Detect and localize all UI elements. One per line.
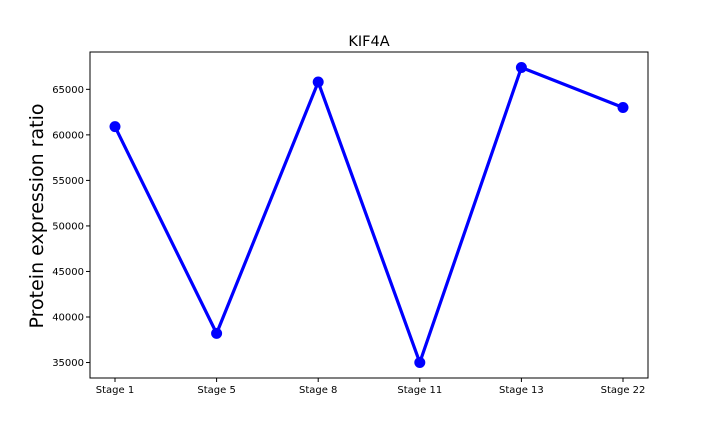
y-tick-label: 60000 (52, 130, 84, 141)
data-point (515, 61, 527, 73)
data-point (312, 76, 324, 88)
x-tick-label: Stage 5 (197, 385, 235, 396)
y-tick-label: 65000 (52, 85, 84, 96)
x-axis: Stage 1 Stage 5 Stage 8 Stage 11 Stage 13 Sta… (96, 378, 646, 396)
data-point (414, 357, 426, 369)
data-point (211, 327, 223, 339)
y-tick-label: 50000 (52, 221, 84, 232)
series-line (113, 65, 624, 365)
x-tick-label: Stage 13 (499, 385, 544, 396)
plot-area-frame (89, 51, 649, 379)
data-point (617, 102, 629, 114)
y-tick-label: 40000 (52, 312, 84, 323)
y-axis-label: Protein expression ratio (26, 104, 48, 329)
chart-title: KIF4A (348, 34, 389, 50)
y-tick-label: 45000 (52, 267, 84, 278)
data-point (109, 121, 121, 133)
y-axis: 35000 40000 45000 50000 55000 60000 65000 (52, 85, 90, 369)
x-tick-label: Stage 11 (397, 385, 442, 396)
series-group (109, 61, 629, 369)
y-tick-label: 35000 (52, 358, 84, 369)
y-tick-label: 55000 (52, 176, 84, 187)
x-tick-label: Stage 1 (96, 385, 134, 396)
x-tick-label: Stage 8 (299, 385, 337, 396)
x-tick-label: Stage 22 (601, 385, 646, 396)
